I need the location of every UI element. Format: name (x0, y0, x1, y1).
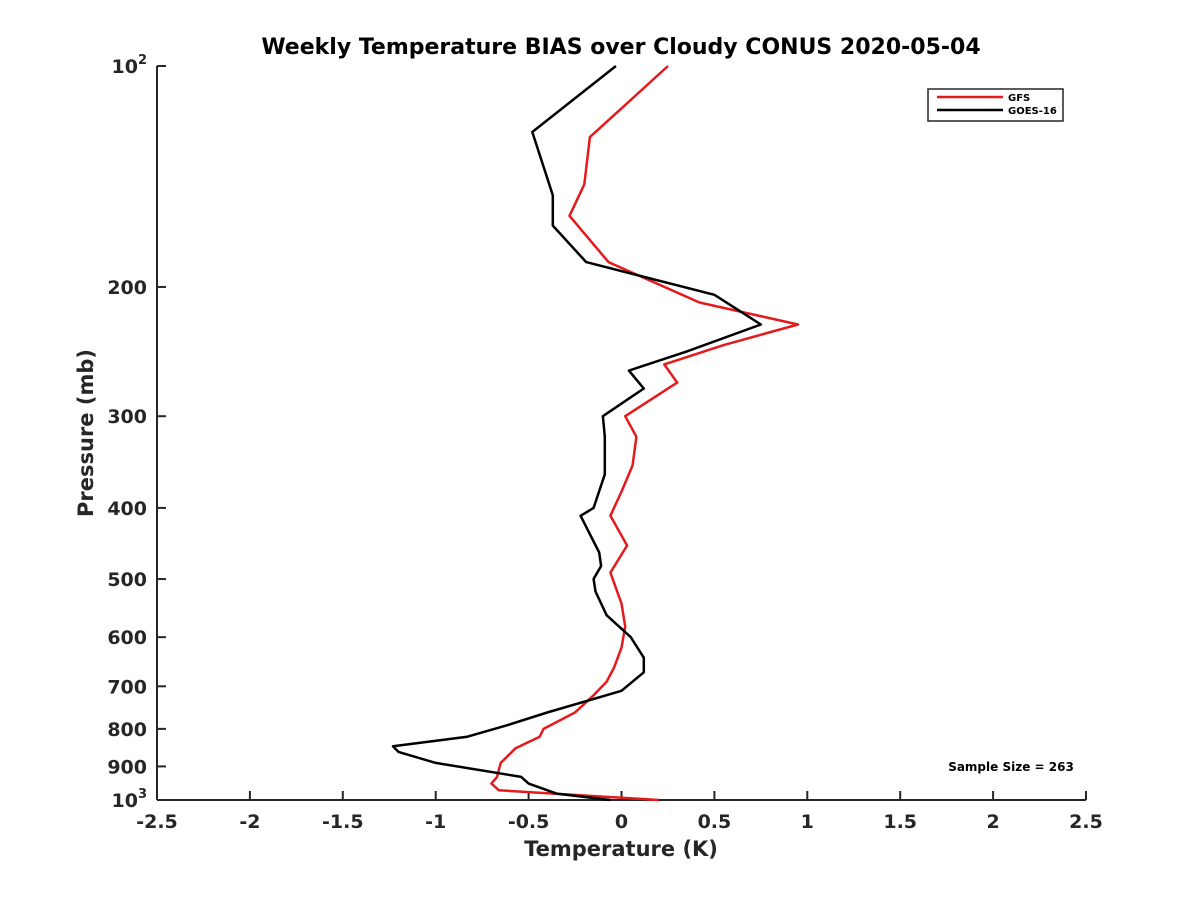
chart-title: Weekly Temperature BIAS over Cloudy CONU… (261, 35, 980, 60)
y-tick-label: 103 (112, 787, 148, 812)
y-tick-base: 600 (107, 627, 147, 649)
x-tick-label: -2 (239, 811, 260, 833)
x-tick-label: -0.5 (508, 811, 550, 833)
y-axis-title: Pressure (mb) (74, 349, 98, 517)
legend-box (927, 88, 1064, 122)
y-tick-label: 700 (107, 676, 147, 698)
legend: GFS GOES-16 (927, 88, 1064, 122)
y-tick-base: 400 (107, 498, 147, 520)
plot-area: -2.5 -2 -1.5 -1 -0.5 0 0.5 1 1.5 2 2.5 10220030040… (107, 53, 1103, 833)
sample-size-annotation: Sample Size = 263 (948, 760, 1074, 774)
y-tick-base: 700 (107, 676, 147, 698)
y-tick-base: 200 (107, 277, 147, 299)
series-layer (391, 65, 800, 802)
y-tick-label: 600 (107, 627, 147, 649)
x-tick-label: 2 (986, 811, 999, 833)
y-tick-base: 10 (112, 56, 138, 78)
x-tick-label: 0 (615, 811, 628, 833)
series-line-goes16 (391, 65, 763, 802)
legend-label-gfs: GFS (1008, 93, 1030, 104)
y-tick-label: 102 (112, 53, 148, 78)
x-tick-label: 0.5 (698, 811, 732, 833)
y-tick-base: 300 (107, 406, 147, 428)
y-tick-exponent: 2 (138, 53, 147, 68)
x-tick-label: 2.5 (1069, 811, 1103, 833)
y-tick-exponent: 3 (138, 787, 147, 802)
x-tick-label: -2.5 (136, 811, 178, 833)
y-tick-label: 900 (107, 756, 147, 778)
y-tick-label: 200 (107, 277, 147, 299)
y-tick-base: 800 (107, 719, 147, 741)
y-tick-label: 400 (107, 498, 147, 520)
y-tick-base: 10 (112, 790, 138, 812)
y-tick-base: 500 (107, 569, 147, 591)
y-tick-label: 500 (107, 569, 147, 591)
x-axis-ticks: -2.5 -2 -1.5 -1 -0.5 0 0.5 1 1.5 2 2.5 (136, 791, 1103, 833)
x-tick-label: -1.5 (322, 811, 364, 833)
y-tick-base: 900 (107, 756, 147, 778)
x-tick-label: -1 (425, 811, 446, 833)
x-tick-label: 1 (801, 811, 814, 833)
legend-label-goes16: GOES-16 (1008, 106, 1057, 117)
x-axis-title: Temperature (K) (524, 837, 718, 861)
y-tick-label: 300 (107, 406, 147, 428)
x-tick-label: 1.5 (883, 811, 917, 833)
series-line-gfs (490, 65, 800, 802)
y-tick-label: 800 (107, 719, 147, 741)
